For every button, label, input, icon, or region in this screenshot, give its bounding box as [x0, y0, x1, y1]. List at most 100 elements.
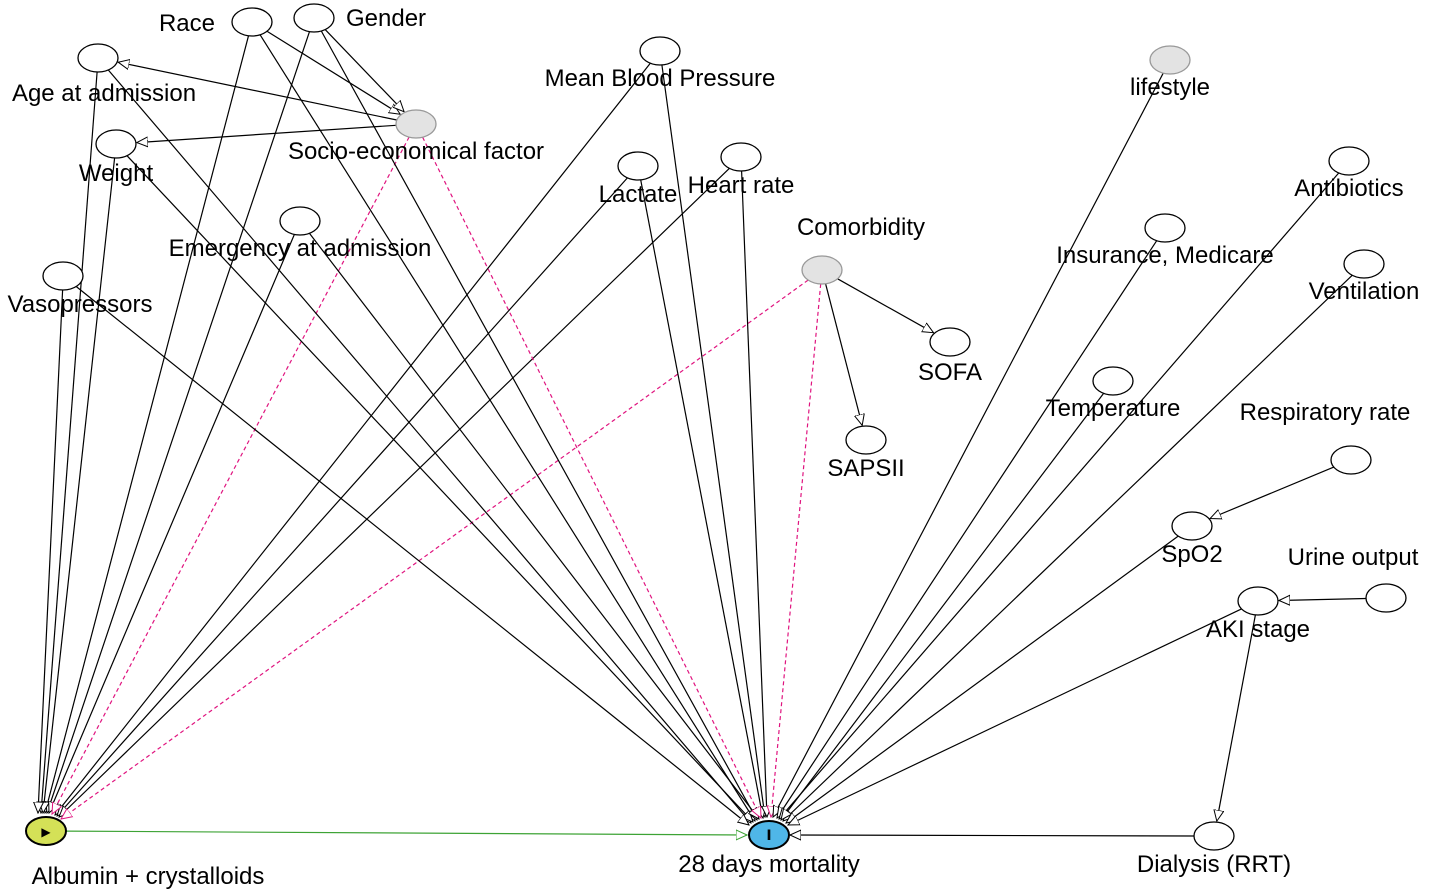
edge-aki-to-dialysis — [1217, 614, 1256, 821]
node-ventilation-label: Ventilation — [1309, 278, 1420, 305]
node-aki-label: AKI stage — [1206, 616, 1310, 643]
edge-vaso-to-albumin — [38, 289, 64, 813]
node-ventilation[interactable]: Ventilation — [1309, 249, 1420, 305]
node-lactate[interactable]: Lactate — [599, 151, 678, 208]
edge-age-to-mortality — [107, 69, 751, 823]
edge-lactate-to-albumin — [57, 177, 628, 816]
edge-temperature-to-mortality — [781, 393, 1105, 820]
node-ventilation-ellipse[interactable] — [1343, 249, 1385, 279]
node-socio[interactable]: Socio-economical factor — [288, 109, 544, 165]
node-emergency-label: Emergency at admission — [169, 235, 432, 262]
node-aki-ellipse[interactable] — [1237, 586, 1279, 616]
edge-lifestyle-to-mortality — [773, 72, 1164, 817]
node-antibiotics[interactable]: Antibiotics — [1294, 146, 1404, 202]
edge-socio-to-age — [118, 62, 397, 121]
node-weight[interactable]: Weight — [79, 129, 154, 187]
edge-gender-to-mortality — [320, 30, 757, 820]
edge-comorb-to-sofa — [837, 278, 934, 333]
node-weight-ellipse[interactable] — [95, 129, 137, 159]
node-antibiotics-ellipse[interactable] — [1328, 146, 1370, 176]
node-sapsii[interactable]: SAPSII — [827, 425, 905, 482]
node-sapsii-ellipse[interactable] — [845, 425, 887, 455]
node-resprate[interactable]: Respiratory rate — [1240, 399, 1411, 475]
node-resprate-label: Respiratory rate — [1240, 399, 1411, 426]
edges-layer — [38, 29, 1367, 836]
node-antibiotics-label: Antibiotics — [1294, 175, 1403, 202]
node-insurance-ellipse[interactable] — [1144, 213, 1186, 243]
edge-gender-to-socio — [324, 29, 404, 112]
node-heartrate[interactable]: Heart rate — [688, 142, 795, 199]
node-sapsii-label: SAPSII — [827, 455, 904, 482]
node-urine-ellipse[interactable] — [1365, 583, 1407, 613]
edge-albumin-to-mortality — [65, 831, 747, 835]
edge-comorb-to-albumin — [61, 279, 809, 819]
edge-heartrate-to-mortality — [741, 170, 767, 817]
node-race[interactable]: Race — [159, 7, 273, 37]
node-socio-ellipse[interactable] — [395, 109, 437, 139]
node-insurance[interactable]: Insurance, Medicare — [1056, 213, 1274, 269]
node-lactate-ellipse[interactable] — [617, 151, 659, 181]
node-mortality-ellipse[interactable] — [748, 820, 790, 850]
edge-mbp-to-mortality — [661, 64, 765, 817]
edge-race-to-albumin — [45, 35, 250, 813]
node-sofa[interactable]: SOFA — [918, 327, 982, 386]
node-dialysis[interactable]: Dialysis (RRT) — [1137, 821, 1291, 878]
outcome-marker-icon: I — [766, 828, 771, 844]
edge-emergency-to-mortality — [308, 232, 759, 819]
edge-antibiotics-to-mortality — [779, 172, 1340, 819]
node-gender-label: Gender — [346, 5, 426, 32]
edge-heartrate-to-albumin — [59, 167, 730, 817]
edge-comorb-to-sapsii — [825, 283, 863, 426]
node-heartrate-label: Heart rate — [688, 172, 795, 199]
node-comorb[interactable]: Comorbidity — [797, 214, 925, 285]
node-vaso-label: Vasopressors — [8, 291, 153, 318]
node-emergency[interactable]: Emergency at admission — [169, 206, 432, 262]
node-lifestyle-ellipse[interactable] — [1149, 45, 1191, 75]
node-mbp-ellipse[interactable] — [639, 36, 681, 66]
node-socio-label: Socio-economical factor — [288, 138, 544, 165]
edge-vaso-to-mortality — [75, 286, 749, 826]
edge-dialysis-to-mortality — [790, 835, 1195, 836]
node-vaso-ellipse[interactable] — [42, 261, 84, 291]
node-mbp[interactable]: Mean Blood Pressure — [545, 36, 776, 92]
node-race-ellipse[interactable] — [231, 7, 273, 37]
node-albumin-ellipse[interactable] — [25, 816, 67, 846]
node-mortality-label: 28 days mortality — [678, 851, 859, 878]
edge-socio-to-albumin — [52, 136, 410, 814]
node-albumin[interactable]: ▶ Albumin + crystalloids — [25, 816, 264, 890]
edge-spo2-to-mortality — [786, 535, 1179, 823]
node-lifestyle[interactable]: lifestyle — [1130, 45, 1210, 101]
edge-comorb-to-mortality — [771, 283, 822, 817]
node-weight-label: Weight — [79, 160, 154, 187]
edge-mbp-to-albumin — [55, 62, 651, 815]
node-age[interactable]: Age at admission — [12, 43, 196, 107]
node-urine[interactable]: Urine output — [1288, 544, 1419, 613]
node-emergency-ellipse[interactable] — [279, 206, 321, 236]
edge-race-to-socio — [266, 30, 400, 114]
node-spo2-ellipse[interactable] — [1171, 511, 1213, 541]
edge-age-to-albumin — [41, 71, 98, 813]
edge-ventilation-to-mortality — [783, 274, 1353, 821]
edge-insurance-to-mortality — [777, 240, 1158, 818]
node-comorb-label: Comorbidity — [797, 214, 925, 241]
node-spo2[interactable]: SpO2 — [1161, 511, 1223, 568]
node-temperature-label: Temperature — [1046, 395, 1181, 422]
node-vaso[interactable]: Vasopressors — [8, 261, 153, 318]
node-age-ellipse[interactable] — [77, 43, 119, 73]
edge-lactate-to-mortality — [640, 179, 763, 818]
node-dialysis-ellipse[interactable] — [1193, 821, 1235, 851]
node-temperature-ellipse[interactable] — [1092, 366, 1134, 396]
node-gender[interactable]: Gender — [293, 3, 426, 33]
node-mortality[interactable]: I 28 days mortality — [678, 820, 860, 878]
node-lactate-label: Lactate — [599, 181, 678, 208]
node-heartrate-ellipse[interactable] — [720, 142, 762, 172]
edge-emergency-to-albumin — [49, 234, 295, 813]
node-aki[interactable]: AKI stage — [1206, 586, 1310, 643]
edge-gender-to-albumin — [47, 31, 311, 813]
node-temperature[interactable]: Temperature — [1046, 366, 1181, 422]
node-sofa-ellipse[interactable] — [929, 327, 971, 357]
node-gender-ellipse[interactable] — [293, 3, 335, 33]
exposure-marker-icon: ▶ — [41, 825, 51, 839]
node-comorb-ellipse[interactable] — [801, 255, 843, 285]
node-resprate-ellipse[interactable] — [1330, 445, 1372, 475]
